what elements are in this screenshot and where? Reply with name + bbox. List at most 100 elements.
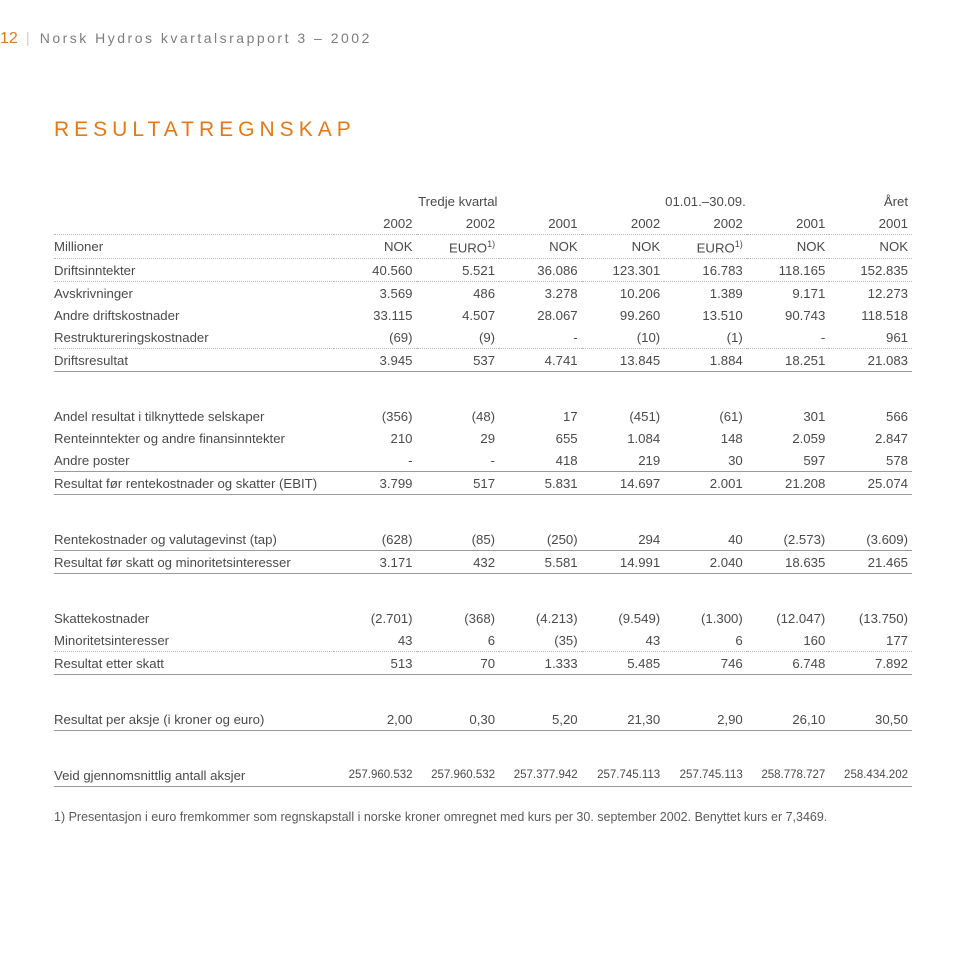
row-value: (9.549) <box>582 607 665 629</box>
page-number: 12 <box>0 30 18 48</box>
row-value: - <box>499 326 582 349</box>
table-row: Skattekostnader(2.701)(368)(4.213)(9.549… <box>54 607 912 629</box>
row-value: 2,00 <box>334 708 417 731</box>
row-value: 3.171 <box>334 551 417 574</box>
header-unit: NOK <box>334 235 417 259</box>
row-value: - <box>334 449 417 472</box>
header-unit: EURO1) <box>664 235 747 259</box>
row-value: 90.743 <box>747 304 830 326</box>
row-label: Avskrivninger <box>54 282 334 305</box>
row-value: 25.074 <box>829 472 912 495</box>
row-value: 418 <box>499 449 582 472</box>
row-value: 18.251 <box>747 349 830 372</box>
row-value: 517 <box>417 472 500 495</box>
row-value: 9.171 <box>747 282 830 305</box>
row-value: (10) <box>582 326 665 349</box>
row-value: 6.748 <box>747 652 830 675</box>
row-value: 17 <box>499 405 582 427</box>
table-row: Resultat etter skatt513701.3335.4857466.… <box>54 652 912 675</box>
header-unit: NOK <box>499 235 582 259</box>
header-group-right: Året <box>829 190 912 212</box>
row-value: 18.635 <box>747 551 830 574</box>
row-value: 28.067 <box>499 304 582 326</box>
table-row: Resultat før skatt og minoritetsinteress… <box>54 551 912 574</box>
row-label: Veid gjennomsnittlig antall aksjer <box>54 764 334 787</box>
row-value: 486 <box>417 282 500 305</box>
row-value: 29 <box>417 427 500 449</box>
header-unit: NOK <box>747 235 830 259</box>
row-value: - <box>417 449 500 472</box>
table-row: Driftsresultat3.9455374.74113.8451.88418… <box>54 349 912 372</box>
row-value: 3.569 <box>334 282 417 305</box>
row-value: 177 <box>829 629 912 652</box>
table-row: Andre poster--41821930597578 <box>54 449 912 472</box>
row-value: 2.847 <box>829 427 912 449</box>
row-value: (368) <box>417 607 500 629</box>
row-value: 210 <box>334 427 417 449</box>
row-value: 21.208 <box>747 472 830 495</box>
header-unit: EURO1) <box>417 235 500 259</box>
row-value: 5.581 <box>499 551 582 574</box>
row-value: 30,50 <box>829 708 912 731</box>
row-value: (1) <box>664 326 747 349</box>
row-value: 257.745.113 <box>664 764 747 787</box>
row-value: 7.892 <box>829 652 912 675</box>
table-row: Veid gjennomsnittlig antall aksjer 257.96… <box>54 764 912 787</box>
row-value: 40 <box>664 528 747 551</box>
header-divider: | <box>26 30 30 47</box>
table-row: Renteinntekter og andre finansinntekter2… <box>54 427 912 449</box>
row-label: Renteinntekter og andre finansinntekter <box>54 427 334 449</box>
table-row: Driftsinntekter40.5605.52136.086123.3011… <box>54 259 912 282</box>
row-value: 5.485 <box>582 652 665 675</box>
row-label: Andre driftskostnader <box>54 304 334 326</box>
table-row <box>54 574 912 608</box>
row-label: Resultat før skatt og minoritetsinteress… <box>54 551 334 574</box>
table-body: Driftsinntekter40.5605.52136.086123.3011… <box>54 259 912 787</box>
row-value: (69) <box>334 326 417 349</box>
row-value: 3.799 <box>334 472 417 495</box>
row-value: 12.273 <box>829 282 912 305</box>
row-value: 566 <box>829 405 912 427</box>
header-unit-row: Millioner NOK EURO1) NOK NOK EURO1) NOK … <box>54 235 912 259</box>
row-value: 3.278 <box>499 282 582 305</box>
income-statement-table: Tredje kvartal 01.01.–30.09. Året 2002 2… <box>54 190 912 787</box>
row-value: 258.434.202 <box>829 764 912 787</box>
report-title: Norsk Hydros kvartalsrapport 3 – 2002 <box>40 30 372 46</box>
row-value: 655 <box>499 427 582 449</box>
row-value: 578 <box>829 449 912 472</box>
row-value: 1.389 <box>664 282 747 305</box>
row-value: 2.040 <box>664 551 747 574</box>
row-value: 0,30 <box>417 708 500 731</box>
row-value: 43 <box>582 629 665 652</box>
table-row <box>54 675 912 709</box>
row-value: 257.960.532 <box>417 764 500 787</box>
row-value: 152.835 <box>829 259 912 282</box>
row-value: 21.465 <box>829 551 912 574</box>
table-row: Restruktureringskostnader(69)(9)-(10)(1)… <box>54 326 912 349</box>
header-year: 2001 <box>829 212 912 235</box>
row-value: 148 <box>664 427 747 449</box>
row-value: 30 <box>664 449 747 472</box>
header-year: 2002 <box>417 212 500 235</box>
table-row: Andel resultat i tilknyttede selskaper(3… <box>54 405 912 427</box>
row-label: Minoritetsinteresser <box>54 629 334 652</box>
row-value: 2.059 <box>747 427 830 449</box>
header-year: 2002 <box>334 212 417 235</box>
row-value: 1.084 <box>582 427 665 449</box>
table-row <box>54 495 912 529</box>
row-value: (48) <box>417 405 500 427</box>
row-value: 258.778.727 <box>747 764 830 787</box>
table-row: Resultat per aksje (i kroner og euro)2,0… <box>54 708 912 731</box>
row-value: 40.560 <box>334 259 417 282</box>
row-value: 257.745.113 <box>582 764 665 787</box>
row-value: 4.741 <box>499 349 582 372</box>
row-value: 6 <box>664 629 747 652</box>
row-value: 4.507 <box>417 304 500 326</box>
row-value: (628) <box>334 528 417 551</box>
header-units-label: Millioner <box>54 235 334 259</box>
row-value: 10.206 <box>582 282 665 305</box>
row-value: 160 <box>747 629 830 652</box>
row-label: Rentekostnader og valutagevinst (tap) <box>54 528 334 551</box>
row-value: 5.521 <box>417 259 500 282</box>
row-value: 294 <box>582 528 665 551</box>
